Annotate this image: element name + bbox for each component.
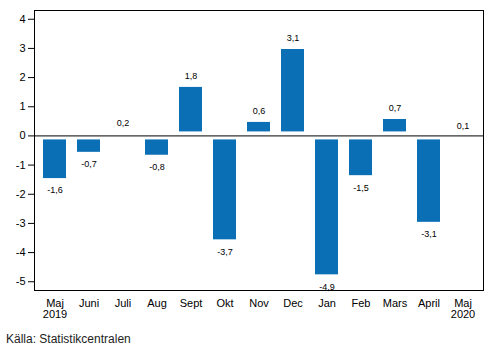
svg-text:-4,9: -4,9 bbox=[319, 281, 335, 292]
svg-text:Aug: Aug bbox=[147, 297, 167, 309]
svg-text:0: 0 bbox=[19, 129, 25, 141]
svg-text:-3,7: -3,7 bbox=[217, 247, 233, 257]
svg-text:-1,5: -1,5 bbox=[353, 183, 369, 193]
svg-text:0,1: 0,1 bbox=[457, 121, 470, 131]
svg-text:Maj2019: Maj2019 bbox=[43, 297, 67, 320]
svg-text:Okt: Okt bbox=[216, 297, 233, 309]
svg-text:3,1: 3,1 bbox=[287, 33, 300, 43]
svg-text:-3: -3 bbox=[16, 217, 26, 229]
svg-text:1: 1 bbox=[19, 100, 25, 112]
svg-text:-1,6: -1,6 bbox=[47, 185, 63, 195]
svg-text:0,7: 0,7 bbox=[389, 103, 402, 113]
svg-text:Nov: Nov bbox=[249, 297, 269, 309]
svg-text:Jan: Jan bbox=[318, 297, 336, 309]
svg-text:-4: -4 bbox=[16, 246, 26, 258]
svg-text:Juli: Juli bbox=[115, 297, 132, 309]
svg-text:-3,1: -3,1 bbox=[421, 229, 437, 239]
svg-text:-0,7: -0,7 bbox=[81, 159, 97, 169]
svg-text:Sept: Sept bbox=[180, 297, 203, 309]
svg-text:-0,8: -0,8 bbox=[149, 162, 165, 172]
svg-text:0,2: 0,2 bbox=[117, 118, 130, 128]
svg-text:0,6: 0,6 bbox=[253, 106, 266, 116]
svg-text:1,8: 1,8 bbox=[185, 71, 198, 81]
svg-text:3: 3 bbox=[19, 42, 25, 54]
svg-text:Feb: Feb bbox=[352, 297, 371, 309]
svg-text:2: 2 bbox=[19, 71, 25, 83]
svg-text:-5: -5 bbox=[16, 275, 26, 287]
svg-text:-2: -2 bbox=[16, 188, 26, 200]
svg-text:Dec: Dec bbox=[283, 297, 303, 309]
svg-text:Juni: Juni bbox=[79, 297, 99, 309]
html-text:Källa: Statistikcentralen: Källa: Statistikcentralen bbox=[6, 332, 131, 346]
svg-text:-1: -1 bbox=[16, 159, 26, 171]
svg-text:April: April bbox=[418, 297, 440, 309]
svg-text:4: 4 bbox=[19, 13, 25, 25]
svg-text:Mars: Mars bbox=[383, 297, 408, 309]
svg-text:Maj2020: Maj2020 bbox=[451, 297, 475, 320]
